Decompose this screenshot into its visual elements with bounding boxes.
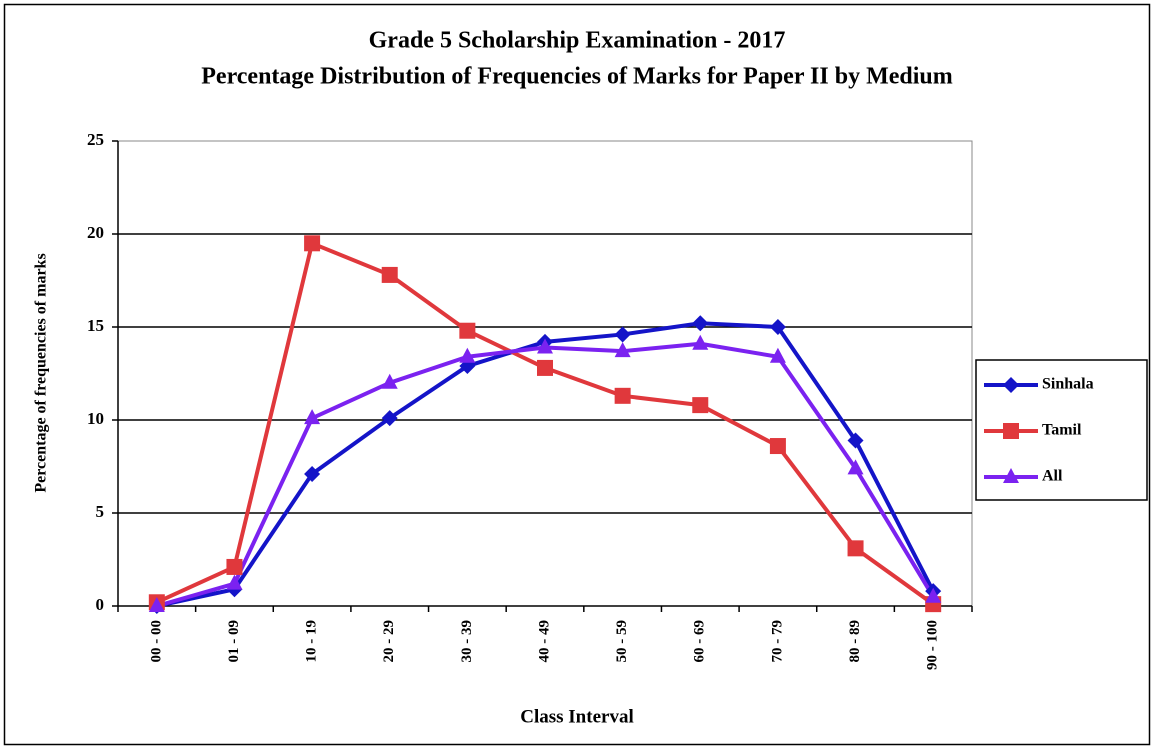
data-point (692, 315, 709, 332)
y-tick-label: 10 (87, 409, 104, 428)
x-tick-label: 00 - 00 (148, 620, 164, 663)
y-axis-label: Percentage of frequencies of marks (33, 253, 50, 492)
data-point (304, 465, 321, 482)
x-tick-label: 60 - 69 (692, 620, 708, 663)
data-point (614, 326, 631, 343)
data-point (614, 342, 631, 358)
data-point (459, 347, 476, 363)
x-tick-label: 50 - 59 (614, 620, 630, 663)
data-point (847, 432, 864, 449)
legend-label: Tamil (1042, 422, 1082, 439)
x-tick-label: 80 - 89 (847, 620, 863, 663)
legend-label: All (1042, 468, 1063, 485)
y-tick-label: 25 (87, 130, 104, 149)
data-point (769, 319, 786, 335)
x-tick-label: 01 - 09 (226, 620, 242, 663)
data-point (692, 397, 709, 414)
y-tick-label: 5 (96, 502, 105, 521)
data-point (381, 373, 398, 389)
y-tick-label: 15 (87, 316, 104, 335)
data-point (537, 359, 553, 376)
x-tick-label: 40 - 49 (536, 620, 552, 663)
legend-marker (1003, 468, 1019, 483)
chart-title: Grade 5 Scholarship Examination - 2017 (369, 28, 786, 54)
data-point (148, 597, 165, 612)
data-point (537, 338, 553, 354)
data-point (381, 266, 398, 283)
y-tick-label: 0 (96, 595, 105, 614)
data-point (692, 334, 709, 350)
y-tick-label: 20 (87, 223, 104, 242)
data-point (614, 387, 631, 404)
x-axis-label: Class Interval (520, 706, 633, 727)
legend-marker (1003, 377, 1019, 393)
chart-subtitle: Percentage Distribution of Frequencies o… (201, 64, 952, 90)
data-point (459, 322, 476, 339)
data-point (226, 558, 243, 575)
data-point (304, 409, 321, 425)
data-point (769, 347, 786, 363)
x-tick-label: 90 - 100 (925, 620, 941, 670)
data-point (925, 587, 942, 603)
data-point (769, 438, 786, 455)
legend-label: Sinhala (1042, 376, 1094, 393)
x-tick-label: 30 - 39 (459, 620, 475, 663)
x-tick-label: 10 - 19 (304, 620, 320, 663)
x-tick-label: 70 - 79 (769, 620, 785, 663)
legend-marker (1003, 423, 1019, 439)
data-point (304, 235, 321, 252)
data-point (847, 459, 864, 475)
data-point (226, 574, 243, 590)
data-point (381, 410, 398, 427)
data-point (847, 540, 864, 557)
x-tick-label: 20 - 29 (381, 620, 397, 663)
